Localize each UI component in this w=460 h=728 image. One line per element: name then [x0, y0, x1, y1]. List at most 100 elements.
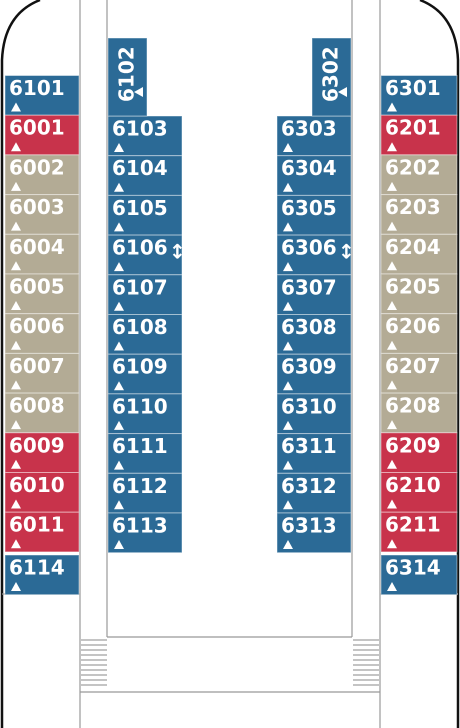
cabin-number: 6309 [281, 355, 337, 379]
cabin [4, 511, 80, 553]
cabin-marker [387, 539, 397, 549]
cabin-number: 6306 [281, 236, 337, 260]
cabin-number: 6101 [9, 76, 65, 100]
cabin-marker [387, 459, 397, 469]
cabin-number: 6102 [115, 46, 139, 102]
cabin-marker [387, 102, 397, 112]
cabin-marker [387, 420, 397, 430]
cabin-marker [11, 380, 21, 390]
connect-arrow: ↕ [169, 240, 186, 264]
cabin-marker [283, 381, 293, 391]
cabin-marker [283, 460, 293, 470]
cabin-number: 6207 [385, 354, 441, 378]
cabin-marker [387, 142, 397, 152]
cabin-number: 6007 [9, 354, 65, 378]
cabin-number: 6103 [112, 117, 168, 141]
cabin-marker [114, 262, 124, 272]
hull-left [0, 0, 41, 728]
cabin-number: 6010 [9, 473, 65, 497]
cabin [380, 511, 458, 553]
cabin-number: 6114 [9, 556, 65, 580]
cabin [107, 37, 148, 117]
cabin-number: 6106 [112, 236, 168, 260]
cabin-marker [387, 181, 397, 191]
cabin-marker [11, 142, 21, 152]
cabin-marker [114, 420, 124, 430]
cabin-marker [134, 87, 143, 97]
cabin-number: 6301 [385, 76, 441, 100]
cabin-number: 6108 [112, 315, 168, 339]
cabin-marker [114, 381, 124, 391]
cabin-marker [114, 301, 124, 311]
cabin-marker [11, 420, 21, 430]
cabin-number: 6002 [9, 155, 65, 179]
cabin-marker [114, 182, 124, 192]
cabin-marker [114, 460, 124, 470]
cabin-marker [283, 420, 293, 430]
connect-arrow: ↕ [338, 240, 355, 264]
cabin-marker [283, 182, 293, 192]
cabin-number: 6112 [112, 474, 168, 498]
cabin-marker [114, 540, 124, 549]
cabin-marker [387, 582, 397, 591]
cabin-marker [387, 340, 397, 350]
cabin-marker [283, 500, 293, 510]
cabin-marker [283, 143, 293, 152]
cabin-number: 6003 [9, 195, 65, 219]
cabin-marker [11, 459, 21, 469]
cabin-number: 6313 [281, 514, 337, 538]
hull-right [419, 0, 460, 728]
cabin-number: 6009 [9, 433, 65, 457]
cabin-number: 6310 [281, 394, 337, 418]
cabin-number: 6209 [385, 433, 441, 457]
cabin-number: 6203 [385, 195, 441, 219]
cabin-number: 6307 [281, 275, 337, 299]
cabin-marker [283, 540, 293, 549]
cabin [4, 154, 80, 196]
cabin-marker [114, 143, 124, 152]
cabin-number: 6004 [9, 235, 65, 259]
cabin-marker [283, 341, 293, 351]
cabin-number: 6001 [9, 116, 65, 140]
cabin-number: 6208 [385, 394, 441, 418]
cabin-number: 6005 [9, 275, 65, 299]
cabin [311, 37, 352, 117]
cabin-number: 6107 [112, 275, 168, 299]
cabin-number: 6006 [9, 314, 65, 338]
cabin-number: 6111 [112, 434, 168, 458]
cabin-marker [338, 87, 347, 97]
cabin-marker [11, 340, 21, 350]
cabin-marker [11, 102, 21, 112]
cabin-number: 6202 [385, 155, 441, 179]
cabin-marker [11, 261, 21, 271]
cabin-number: 6305 [281, 196, 337, 220]
cabin [276, 194, 352, 236]
cabin-marker [114, 341, 124, 351]
cabin-marker [387, 221, 397, 231]
cabin-number: 6312 [281, 474, 337, 498]
cabin-marker [283, 301, 293, 311]
cabin-number: 6011 [9, 513, 65, 537]
cabin [380, 154, 458, 196]
cabin-number: 6109 [112, 355, 168, 379]
cabin-number: 6206 [385, 314, 441, 338]
cabin-number: 6304 [281, 156, 337, 180]
cabin-marker [387, 380, 397, 390]
cabin-number: 6008 [9, 394, 65, 418]
cabin-number: 6104 [112, 156, 168, 180]
cabin-marker [283, 262, 293, 272]
cabin-marker [11, 499, 21, 509]
cabin-marker [11, 221, 21, 231]
cabin-marker [11, 539, 21, 549]
cabin-marker [387, 301, 397, 310]
cabin-marker [387, 261, 397, 271]
cabin-number: 6210 [385, 473, 441, 497]
cabin-number: 6205 [385, 275, 441, 299]
cabin-marker [114, 222, 124, 232]
stairs [81, 639, 379, 686]
cabin-number: 6302 [319, 46, 343, 102]
cabin-number: 6308 [281, 315, 337, 339]
cabin-number: 6201 [385, 116, 441, 140]
